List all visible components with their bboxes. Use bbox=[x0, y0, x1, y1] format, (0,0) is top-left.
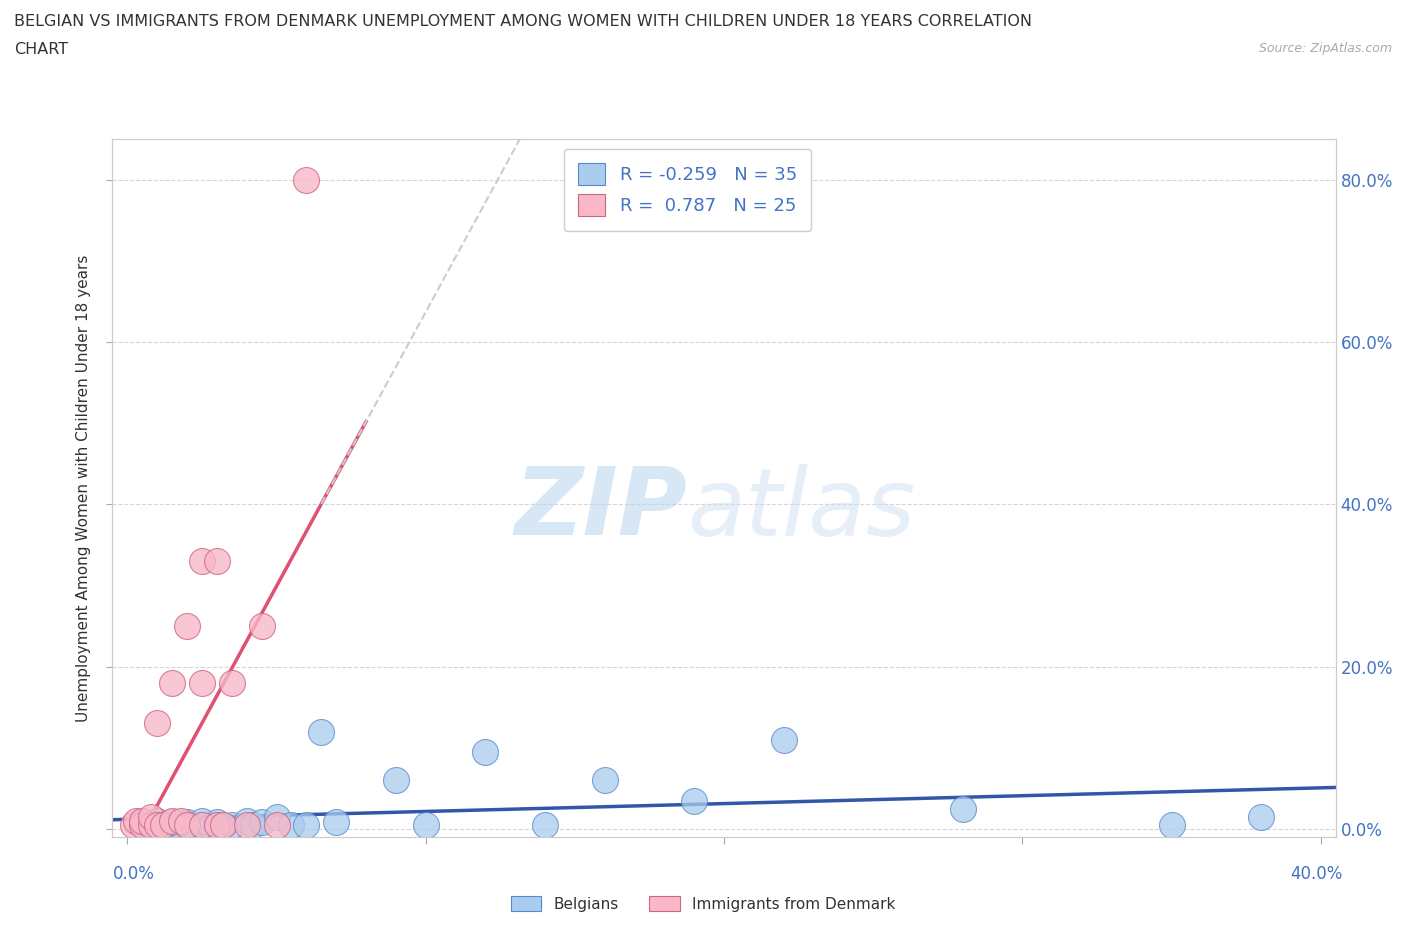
Point bbox=[131, 817, 153, 832]
Point bbox=[593, 773, 616, 788]
Point bbox=[235, 817, 257, 832]
Point bbox=[235, 814, 257, 829]
Point bbox=[146, 814, 169, 829]
Point bbox=[191, 553, 214, 568]
Point bbox=[205, 815, 228, 830]
Point bbox=[205, 817, 228, 832]
Point bbox=[952, 801, 974, 816]
Point bbox=[212, 817, 235, 832]
Point bbox=[160, 817, 183, 832]
Point bbox=[1250, 809, 1272, 824]
Text: BELGIAN VS IMMIGRANTS FROM DENMARK UNEMPLOYMENT AMONG WOMEN WITH CHILDREN UNDER : BELGIAN VS IMMIGRANTS FROM DENMARK UNEMP… bbox=[14, 14, 1032, 29]
Point bbox=[146, 716, 169, 731]
Point bbox=[1160, 817, 1182, 832]
Text: 0.0%: 0.0% bbox=[112, 865, 155, 883]
Point bbox=[170, 814, 193, 829]
Point bbox=[205, 553, 228, 568]
Point bbox=[266, 809, 288, 824]
Point bbox=[250, 618, 273, 633]
Point bbox=[474, 744, 496, 759]
Point bbox=[191, 817, 214, 832]
Point bbox=[221, 817, 243, 832]
Text: Source: ZipAtlas.com: Source: ZipAtlas.com bbox=[1258, 42, 1392, 55]
Point bbox=[176, 815, 198, 830]
Point bbox=[131, 817, 153, 832]
Legend: Belgians, Immigrants from Denmark: Belgians, Immigrants from Denmark bbox=[505, 889, 901, 918]
Point bbox=[141, 819, 163, 834]
Point bbox=[295, 173, 318, 188]
Text: CHART: CHART bbox=[14, 42, 67, 57]
Text: ZIP: ZIP bbox=[515, 463, 688, 555]
Point bbox=[141, 809, 163, 824]
Point bbox=[266, 817, 288, 832]
Point bbox=[191, 814, 214, 829]
Point bbox=[250, 815, 273, 830]
Point bbox=[280, 817, 302, 832]
Point bbox=[160, 815, 183, 830]
Point bbox=[176, 817, 198, 832]
Point bbox=[122, 817, 145, 832]
Point bbox=[160, 814, 183, 829]
Point bbox=[415, 817, 437, 832]
Point bbox=[242, 817, 264, 832]
Point bbox=[170, 819, 193, 834]
Point bbox=[683, 793, 706, 808]
Point bbox=[176, 618, 198, 633]
Point bbox=[212, 819, 235, 834]
Text: atlas: atlas bbox=[688, 464, 915, 554]
Point bbox=[160, 675, 183, 690]
Point bbox=[311, 724, 333, 739]
Legend: R = -0.259   N = 35, R =  0.787   N = 25: R = -0.259 N = 35, R = 0.787 N = 25 bbox=[564, 149, 811, 231]
Point bbox=[385, 773, 408, 788]
Point bbox=[125, 814, 148, 829]
Point bbox=[146, 817, 169, 832]
Point bbox=[191, 817, 214, 832]
Point bbox=[152, 817, 174, 832]
Point bbox=[181, 819, 204, 834]
Point bbox=[772, 732, 794, 747]
Point bbox=[141, 817, 163, 832]
Point bbox=[152, 817, 174, 832]
Point bbox=[325, 815, 347, 830]
Point bbox=[176, 817, 198, 832]
Point bbox=[221, 675, 243, 690]
Point bbox=[534, 817, 557, 832]
Point bbox=[295, 817, 318, 832]
Text: 40.0%: 40.0% bbox=[1291, 865, 1343, 883]
Point bbox=[200, 819, 222, 834]
Point bbox=[191, 675, 214, 690]
Y-axis label: Unemployment Among Women with Children Under 18 years: Unemployment Among Women with Children U… bbox=[76, 255, 91, 722]
Point bbox=[205, 817, 228, 832]
Point bbox=[131, 814, 153, 829]
